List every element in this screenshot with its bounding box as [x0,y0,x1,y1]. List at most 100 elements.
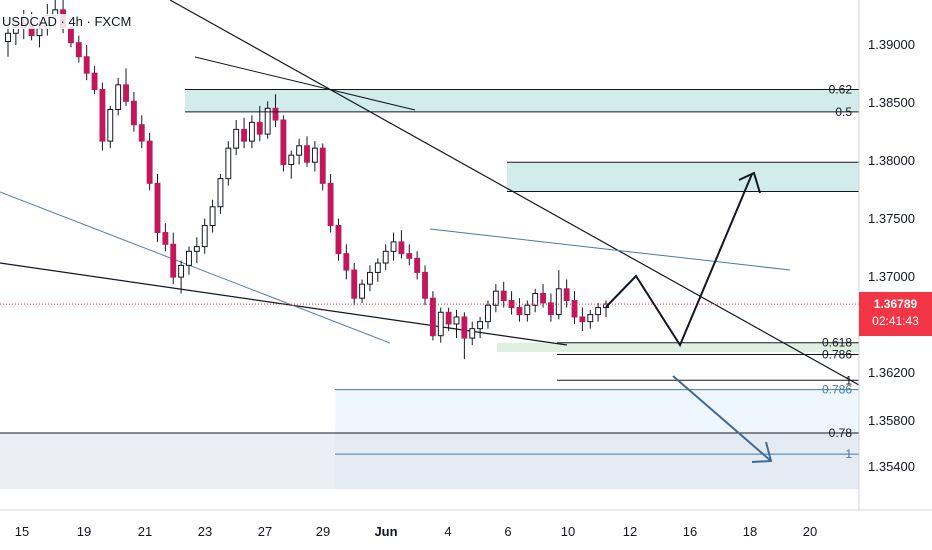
level-0618-label: 0.618 [822,336,852,350]
candle-body[interactable] [319,147,326,184]
candle-body[interactable] [123,84,129,102]
candle-body[interactable] [374,262,381,273]
candle-body[interactable] [83,56,90,74]
candle-body[interactable] [280,119,287,166]
candle-body[interactable] [477,321,484,330]
candle-body[interactable] [390,241,397,252]
candle-body[interactable] [335,225,342,255]
time-axis[interactable]: 15 19 21 23 27 29 Jun 4 6 10 12 16 18 20 [15,524,817,539]
price-tick-label: 1.37500 [868,211,915,226]
candle-body[interactable] [193,246,200,252]
candle-body[interactable] [540,293,546,304]
trendline-flag-upper [429,228,791,271]
time-tick-label: 15 [15,524,29,539]
candle-body[interactable] [36,28,43,37]
candle-body[interactable] [555,288,562,316]
candle-body[interactable] [154,182,161,234]
candle-body[interactable] [516,307,523,316]
candle-body[interactable] [429,297,436,337]
candle-body[interactable] [233,128,240,149]
time-tick-label: 18 [743,524,757,539]
candle-body[interactable] [130,100,137,126]
price-tick-label: 1.36200 [868,365,915,380]
bar-countdown: 02:41:43 [872,314,919,328]
candle-body[interactable] [359,283,366,299]
candle-body[interactable] [414,257,421,273]
candle-body[interactable] [367,271,373,285]
level-0786-blue-label: 0.786 [822,383,852,397]
candle-body[interactable] [547,302,554,316]
candle-body[interactable] [579,316,586,323]
candle-body[interactable] [256,121,263,135]
candle-body[interactable] [91,72,98,91]
candle-body[interactable] [563,288,570,302]
level-078-label: 0.78 [829,426,853,440]
candle-body[interactable] [595,307,602,316]
candle-body[interactable] [115,84,122,110]
candle-body[interactable] [469,328,476,339]
time-tick-label: 20 [803,524,817,539]
zone-grey-left [0,433,335,490]
candle-body[interactable] [5,32,11,42]
symbol-label[interactable]: USDCAD · 4h · FXCM [0,14,134,29]
candle-body[interactable] [225,147,232,180]
candle-body[interactable] [492,290,499,306]
time-tick-label: 29 [316,524,330,539]
candle-body[interactable] [587,314,594,323]
candle-body[interactable] [248,121,255,142]
candle-body[interactable] [571,300,578,318]
candle-body[interactable] [272,107,279,121]
candle-body[interactable] [311,147,318,163]
time-tick-label: 12 [623,524,637,539]
candle-body[interactable] [524,304,531,316]
candle-body[interactable] [351,269,358,299]
candle-body[interactable] [209,206,216,227]
candle-body[interactable] [217,178,224,208]
candle-body[interactable] [500,290,507,302]
candle-body[interactable] [437,311,444,337]
candle-body[interactable] [532,293,539,306]
candle-body[interactable] [75,42,82,58]
candle-body[interactable] [288,154,295,166]
candle-body[interactable] [186,250,192,266]
price-tick-label: 1.37000 [868,269,915,284]
candle-body[interactable] [68,26,74,44]
candle-body[interactable] [99,89,106,142]
trendline-blue-channel [0,191,391,344]
candle-body[interactable] [508,300,515,309]
time-tick-label: 21 [138,524,152,539]
candle-body[interactable] [170,243,177,278]
time-tick-label: 16 [683,524,697,539]
candle-body[interactable] [138,124,145,142]
candle-body[interactable] [445,311,452,325]
candle-body[interactable] [241,128,247,142]
candle-body[interactable] [201,225,208,248]
candle-body[interactable] [422,271,428,299]
candle-body[interactable] [406,253,413,259]
candle-body[interactable] [485,304,491,323]
price-axis[interactable]: 1.39000 1.38500 1.38000 1.37500 1.37000 1.362… [868,37,915,474]
level-0786-label: 0.786 [822,347,852,361]
candle-body[interactable] [178,264,185,278]
bearish-arrow-line [672,375,772,462]
candle-body[interactable] [296,145,303,156]
time-tick-label: 10 [561,524,575,539]
time-tick-label: 27 [258,524,272,539]
candle-body[interactable] [453,316,460,325]
current-price-value: 1.36789 [873,297,918,311]
trendline-upper-short [194,56,416,111]
price-tick-label: 1.35800 [868,413,915,428]
candle-body[interactable] [162,232,169,245]
candle-body[interactable] [264,107,271,135]
candle-body[interactable] [398,241,405,255]
candle-body[interactable] [382,250,389,264]
current-price-tag: 1.36789 02:41:43 [859,292,932,336]
level-1-label: 1 [845,373,852,387]
candle-body[interactable] [461,316,468,339]
candle-body[interactable] [107,108,114,142]
candle-body[interactable] [327,182,334,227]
candle-body[interactable] [343,253,350,271]
candle-body[interactable] [146,140,153,184]
candle-body[interactable] [304,145,310,163]
